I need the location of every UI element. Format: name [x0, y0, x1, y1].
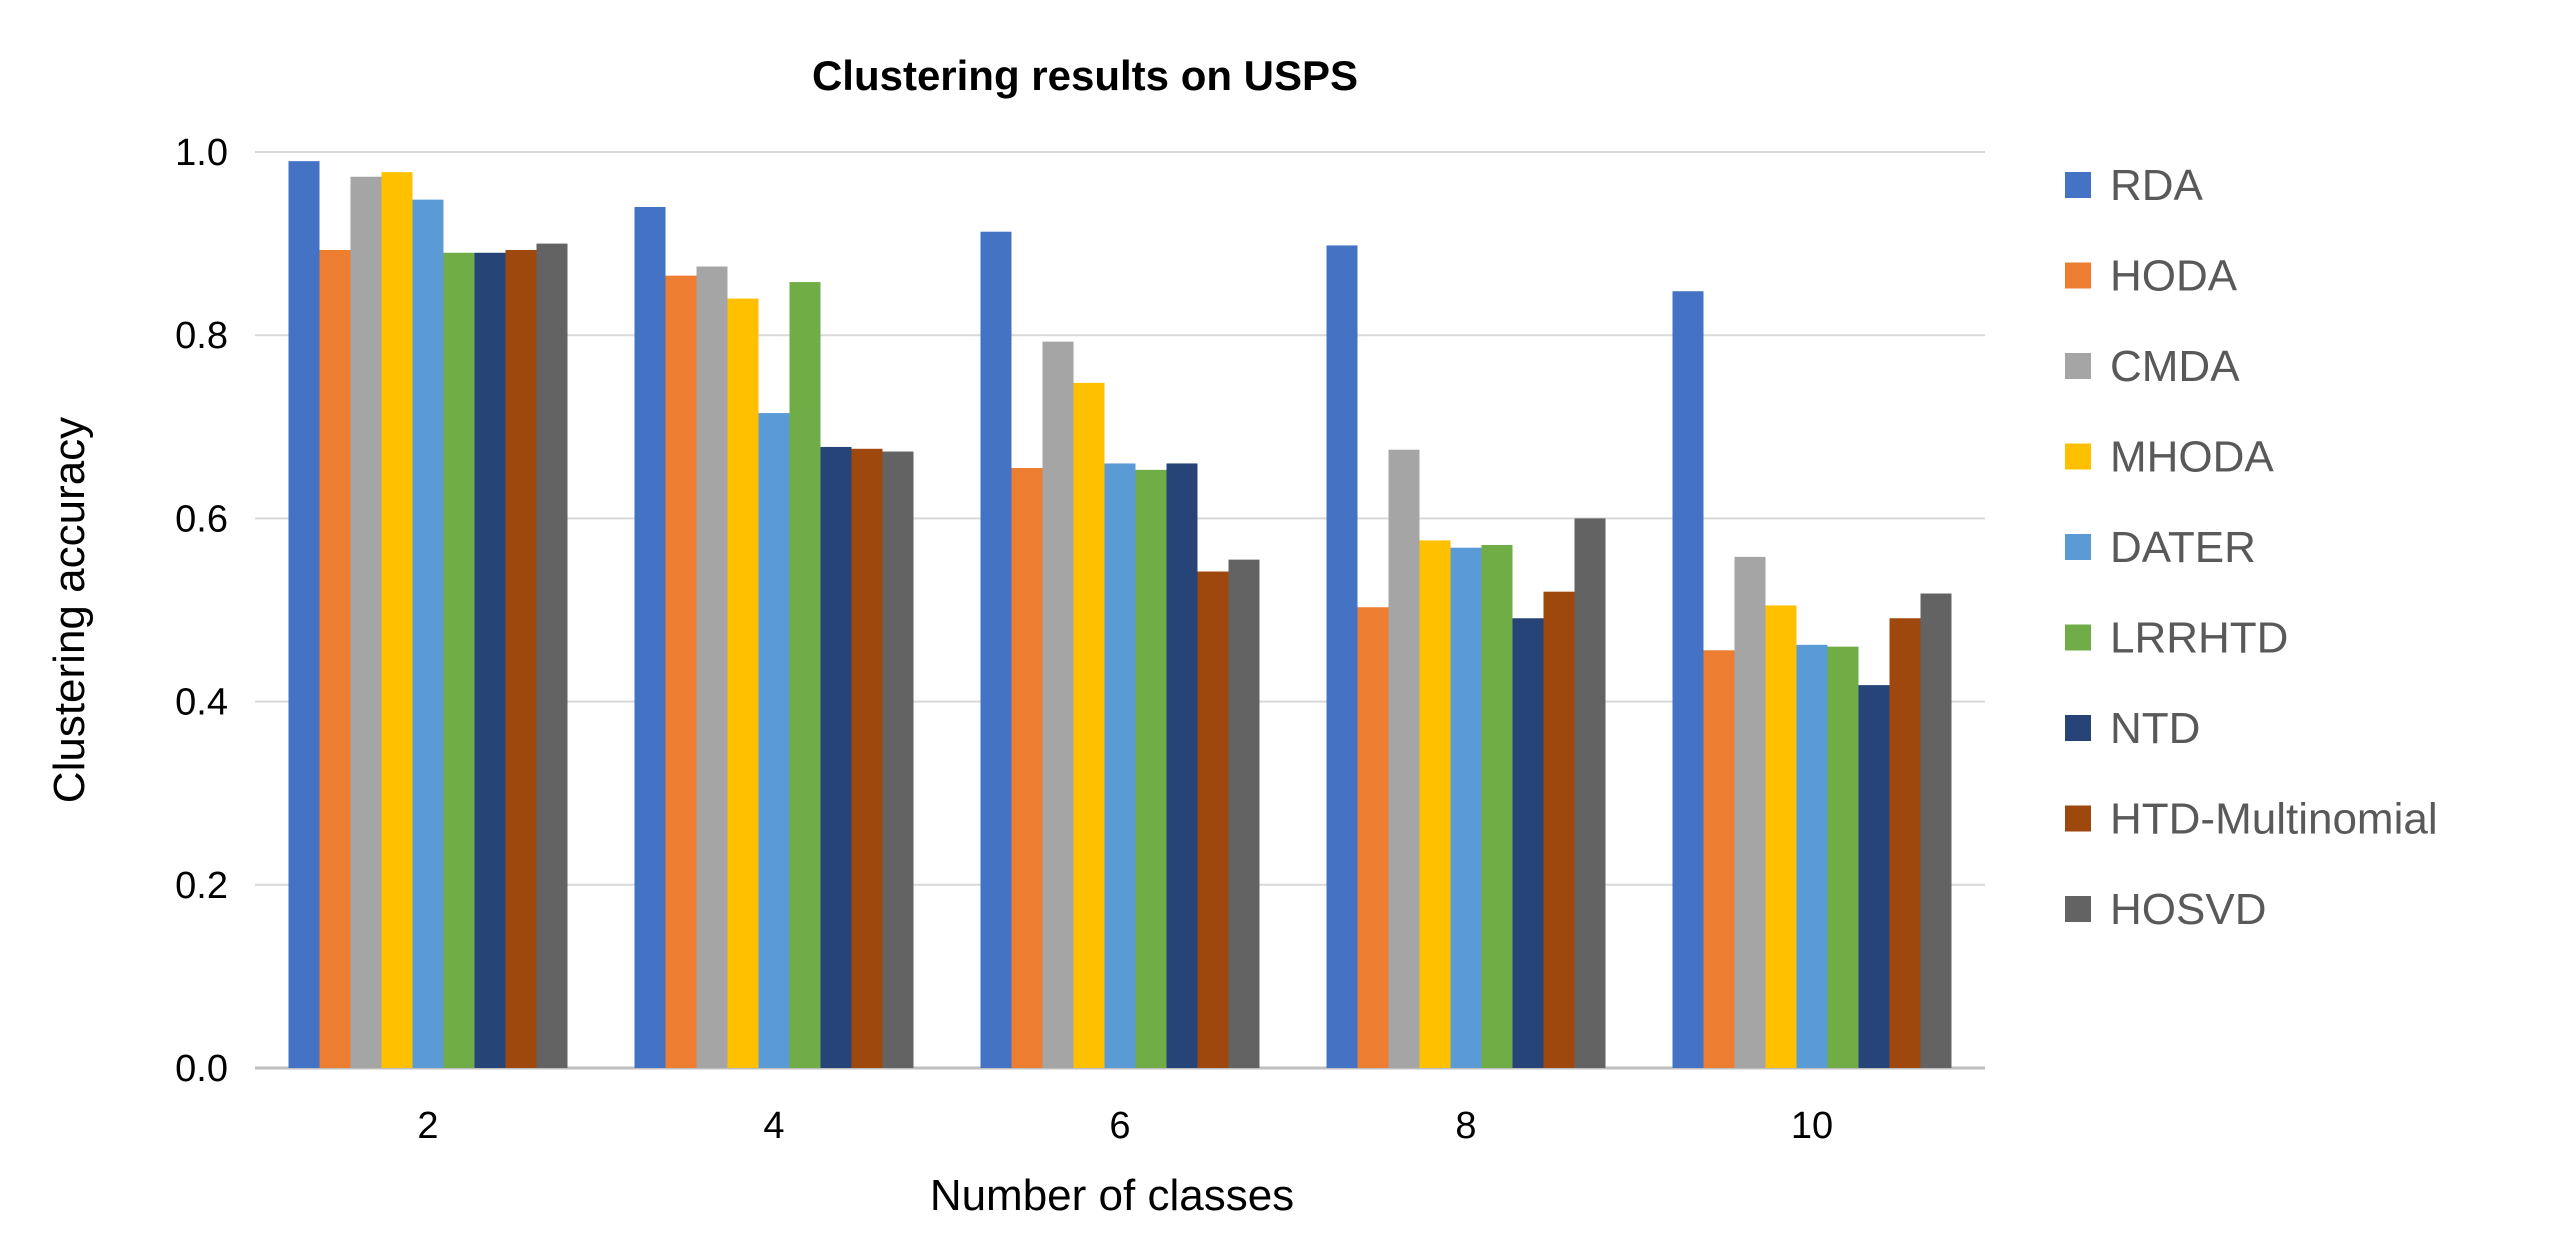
bar-ntd-2 — [474, 252, 506, 1068]
bar-cmda-2 — [350, 176, 382, 1068]
y-axis-label: Clustering accuracy — [45, 417, 94, 803]
legend-swatch — [2065, 353, 2091, 379]
legend-label: HODA — [2110, 252, 2238, 301]
y-tick-labels: 0.0 0.2 0.4 0.6 0.8 1.0 — [175, 132, 228, 1090]
legend-swatch — [2065, 262, 2091, 289]
bars — [288, 161, 1952, 1069]
bar-lrrhtd-6 — [1135, 469, 1167, 1068]
bar-htd-multinomial-2 — [505, 250, 537, 1069]
bar-cmda-10 — [1734, 556, 1766, 1068]
legend-swatch — [2065, 534, 2091, 560]
bar-lrrhtd-8 — [1481, 544, 1513, 1068]
legend-label: HTD-Multinomial — [2110, 795, 2438, 844]
legend-label: DATER — [2110, 523, 2256, 572]
legend-label: CMDA — [2110, 342, 2240, 391]
bar-hoda-8 — [1357, 607, 1389, 1068]
bar-hosvd-10 — [1920, 593, 1952, 1068]
bar-cmda-8 — [1388, 449, 1420, 1068]
legend-label: RDA — [2110, 161, 2204, 210]
x-tick-label: 6 — [1109, 1105, 1130, 1147]
bar-mhoda-4 — [727, 298, 759, 1068]
bar-hosvd-4 — [882, 451, 914, 1069]
bar-rda-10 — [1672, 291, 1704, 1068]
bar-rda-8 — [1326, 245, 1358, 1068]
y-tick-label: 1.0 — [175, 132, 228, 174]
bar-hosvd-6 — [1228, 559, 1260, 1068]
bar-htd-multinomial-10 — [1889, 618, 1921, 1068]
y-tick-label: 0.8 — [175, 315, 228, 357]
legend-label: HOSVD — [2110, 885, 2266, 934]
bar-ntd-10 — [1858, 685, 1890, 1068]
bar-hoda-2 — [319, 250, 351, 1069]
bar-rda-2 — [288, 161, 320, 1068]
legend-swatch — [2065, 624, 2091, 651]
legend-swatch — [2065, 805, 2091, 832]
legend-swatch — [2065, 443, 2091, 470]
x-tick-labels: 2 4 6 8 10 — [417, 1105, 1833, 1147]
y-tick-label: 0.6 — [175, 498, 228, 540]
bar-mhoda-10 — [1765, 605, 1797, 1068]
bar-mhoda-6 — [1073, 382, 1105, 1068]
legend-swatch — [2065, 896, 2091, 922]
chart-title: Clustering results on USPS — [812, 52, 1358, 99]
bar-rda-4 — [634, 206, 666, 1068]
bar-dater-10 — [1796, 644, 1828, 1068]
y-tick-label: 0.4 — [175, 682, 228, 724]
legend-label: NTD — [2110, 704, 2200, 753]
bar-lrrhtd-4 — [789, 282, 821, 1068]
legend-swatch — [2065, 172, 2091, 198]
bar-lrrhtd-2 — [443, 252, 475, 1068]
legend-label: LRRHTD — [2110, 614, 2288, 663]
bar-mhoda-8 — [1419, 540, 1451, 1068]
bar-ntd-6 — [1166, 463, 1198, 1068]
legend-label: MHODA — [2110, 433, 2274, 482]
bar-lrrhtd-10 — [1827, 646, 1859, 1068]
bar-htd-multinomial-8 — [1543, 591, 1575, 1068]
y-tick-label: 0.2 — [175, 865, 228, 907]
bar-dater-8 — [1450, 547, 1482, 1068]
bar-dater-4 — [758, 413, 790, 1068]
y-tick-label: 0.0 — [175, 1048, 228, 1090]
legend-swatch — [2065, 715, 2091, 741]
bar-htd-multinomial-4 — [851, 448, 883, 1068]
x-tick-label: 4 — [763, 1105, 784, 1147]
bar-ntd-8 — [1512, 618, 1544, 1068]
bar-hosvd-2 — [536, 243, 568, 1069]
x-tick-label: 2 — [417, 1105, 438, 1147]
bar-mhoda-2 — [381, 172, 413, 1069]
bar-htd-multinomial-6 — [1197, 571, 1229, 1068]
bar-rda-6 — [980, 231, 1012, 1068]
x-tick-label: 10 — [1791, 1105, 1833, 1147]
bar-dater-2 — [412, 199, 444, 1068]
bar-hoda-4 — [665, 275, 697, 1068]
bar-hoda-6 — [1011, 468, 1043, 1068]
x-axis-label: Number of classes — [930, 1171, 1294, 1220]
bar-dater-6 — [1104, 463, 1136, 1068]
bar-cmda-6 — [1042, 341, 1074, 1068]
bar-ntd-4 — [820, 446, 852, 1068]
bar-hosvd-8 — [1574, 518, 1606, 1068]
x-tick-label: 8 — [1455, 1105, 1476, 1147]
bar-hoda-10 — [1703, 650, 1735, 1068]
legend: RDA HODA CMDA MHODA DATER LRRHTD NTD HTD-Multin… — [2065, 161, 2438, 934]
bar-cmda-4 — [696, 266, 728, 1068]
